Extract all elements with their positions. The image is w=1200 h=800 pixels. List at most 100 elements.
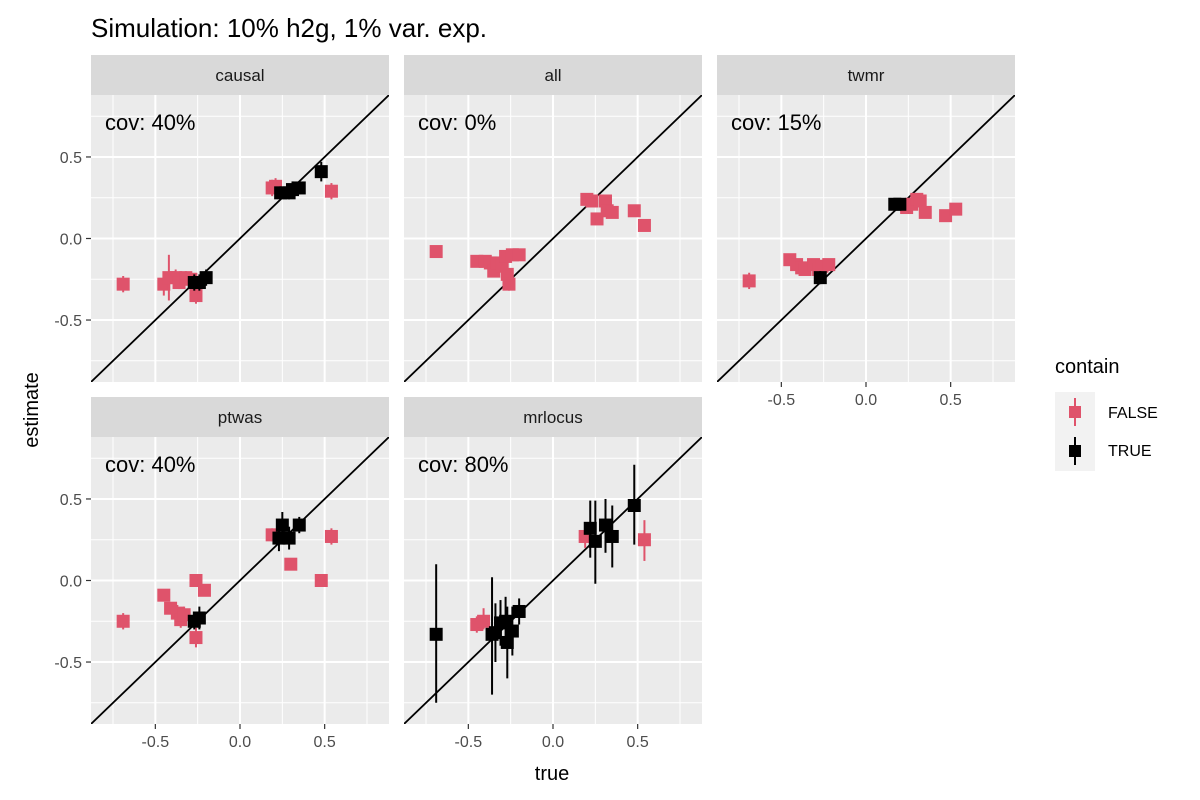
x-tick-label: 0.5 [314, 734, 336, 751]
point-marker [189, 574, 203, 587]
point-marker [500, 267, 514, 281]
panel-plot-area [91, 437, 389, 724]
y-tick-label: -0.5 [54, 655, 82, 672]
data-point [324, 183, 338, 200]
point-marker [192, 611, 206, 625]
data-point [637, 520, 651, 561]
data-point [637, 218, 651, 232]
data-point [116, 276, 130, 293]
y-tick-label: 0.0 [60, 574, 82, 591]
point-marker [499, 614, 513, 628]
data-point [627, 464, 641, 545]
data-point [284, 557, 298, 571]
panel-all: all cov: 0% [404, 55, 702, 382]
point-marker [605, 529, 619, 543]
point-marker [314, 165, 328, 179]
data-point [822, 258, 836, 272]
point-marker [324, 184, 338, 198]
data-point [605, 505, 619, 568]
point-marker [588, 534, 602, 548]
data-point [598, 498, 612, 553]
point-marker [488, 626, 502, 640]
data-point [314, 161, 328, 182]
panel-twmr: twmr cov: 15% -0.5 0.0 0.5 [717, 55, 1015, 409]
point-marker [292, 518, 306, 532]
x-tick-label: 0.0 [855, 392, 877, 409]
x-tick-label: -0.5 [142, 734, 170, 751]
data-point [292, 516, 306, 534]
strip-label-all: all [544, 66, 561, 85]
panel-causal: causal cov: 40% -0.5 0.0 0.5 [54, 55, 389, 382]
identity-line [404, 437, 702, 724]
point-marker [598, 194, 612, 208]
point-marker [116, 277, 130, 291]
chart-title: Simulation: 10% h2g, 1% var. exp. [91, 13, 487, 43]
legend-key-true [1055, 431, 1095, 471]
data-point [292, 181, 306, 195]
point-marker [598, 518, 612, 532]
point-marker [605, 205, 619, 219]
data-point [627, 204, 641, 218]
point-marker [429, 627, 443, 641]
point-marker [939, 209, 953, 223]
data-point [429, 245, 443, 259]
data-point [605, 205, 619, 219]
identity-line [91, 95, 389, 382]
y-axis-label: estimate [21, 372, 43, 448]
data-point [502, 277, 516, 291]
data-point [197, 583, 211, 597]
panel-plot-area [717, 95, 1015, 382]
point-marker [505, 624, 519, 638]
point-marker [199, 271, 213, 285]
point-marker [116, 614, 130, 628]
point-marker [157, 588, 171, 602]
strip-ptwas-bg [91, 397, 389, 437]
data-point [918, 205, 932, 219]
legend-label-true: TRUE [1108, 443, 1152, 460]
legend-label-false: FALSE [1108, 405, 1158, 422]
data-point [429, 564, 443, 703]
point-marker [275, 518, 289, 532]
point-marker [189, 631, 203, 645]
legend: contain FALSE TRUE [1055, 356, 1158, 471]
legend-key-square [1069, 406, 1081, 418]
point-marker [477, 614, 491, 628]
point-marker [585, 194, 599, 208]
point-marker [913, 194, 927, 208]
data-point [813, 271, 827, 285]
point-marker [502, 277, 516, 291]
point-marker [949, 202, 963, 216]
point-marker [822, 258, 836, 272]
data-point [500, 606, 514, 679]
point-marker [918, 205, 932, 219]
identity-line [717, 95, 1015, 382]
point-marker [177, 608, 191, 622]
strip-label-ptwas: ptwas [218, 408, 262, 427]
data-point [590, 212, 604, 226]
data-point [585, 194, 599, 208]
data-point [177, 606, 191, 623]
point-marker [583, 521, 597, 535]
point-marker [637, 218, 651, 232]
data-point [275, 512, 289, 539]
facet-panels: causal cov: 40% -0.5 0.0 0.5 all cov: 0% twmr co… [54, 55, 1015, 751]
point-marker [590, 212, 604, 226]
point-marker [429, 245, 443, 259]
point-marker [284, 557, 298, 571]
data-point [512, 248, 526, 262]
data-point [189, 574, 203, 587]
panel-ptwas: ptwas cov: 40% -0.5 0.0 0.5 -0.5 0.0 0.5 [54, 397, 389, 751]
strip-label-causal: causal [215, 66, 264, 85]
data-point [189, 287, 203, 304]
x-tick-label: 0.5 [940, 392, 962, 409]
data-point [314, 574, 328, 587]
coverage-label: cov: 0% [418, 110, 496, 135]
data-point [893, 197, 907, 211]
point-marker [324, 529, 338, 543]
strip-causal-bg [91, 55, 389, 95]
data-point [512, 598, 526, 625]
point-marker [292, 181, 306, 195]
data-point [324, 528, 338, 545]
